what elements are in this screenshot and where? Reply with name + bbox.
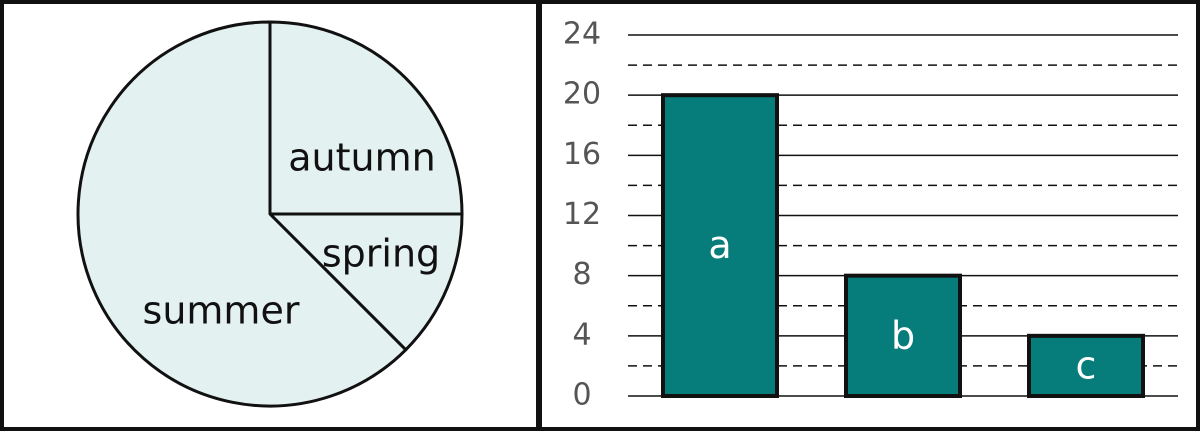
y-axis-ticks: 0 4 8 12 16 20 24	[563, 17, 601, 413]
bar-label-b: b	[891, 313, 915, 357]
pie-label-summer: summer	[143, 289, 300, 333]
y-tick-label: 16	[563, 137, 601, 172]
y-tick-label: 0	[572, 378, 591, 413]
bars: a b c	[661, 93, 1145, 399]
bar-label-c: c	[1076, 343, 1097, 387]
y-tick-label: 20	[563, 77, 601, 112]
pie-slice-spring	[268, 212, 464, 352]
bar-c	[1027, 333, 1145, 399]
y-tick-label: 4	[572, 317, 591, 352]
pie-label-autumn: autumn	[288, 136, 435, 180]
pie-slice-summer	[76, 20, 408, 408]
bar-a	[661, 93, 779, 399]
pie-slice-autumn	[268, 20, 464, 216]
pie-chart: autumn spring summer	[76, 20, 464, 408]
bar-b	[844, 273, 962, 398]
bar-panel-frame	[538, 0, 1200, 431]
pie-label-spring: spring	[322, 232, 440, 276]
bar-label-a: a	[708, 223, 731, 267]
bar-chart: 0 4 8 12 16 20 24 a b c	[563, 17, 1178, 413]
y-tick-label: 24	[563, 17, 601, 52]
y-tick-label: 12	[563, 197, 601, 232]
y-tick-label: 8	[572, 257, 591, 292]
